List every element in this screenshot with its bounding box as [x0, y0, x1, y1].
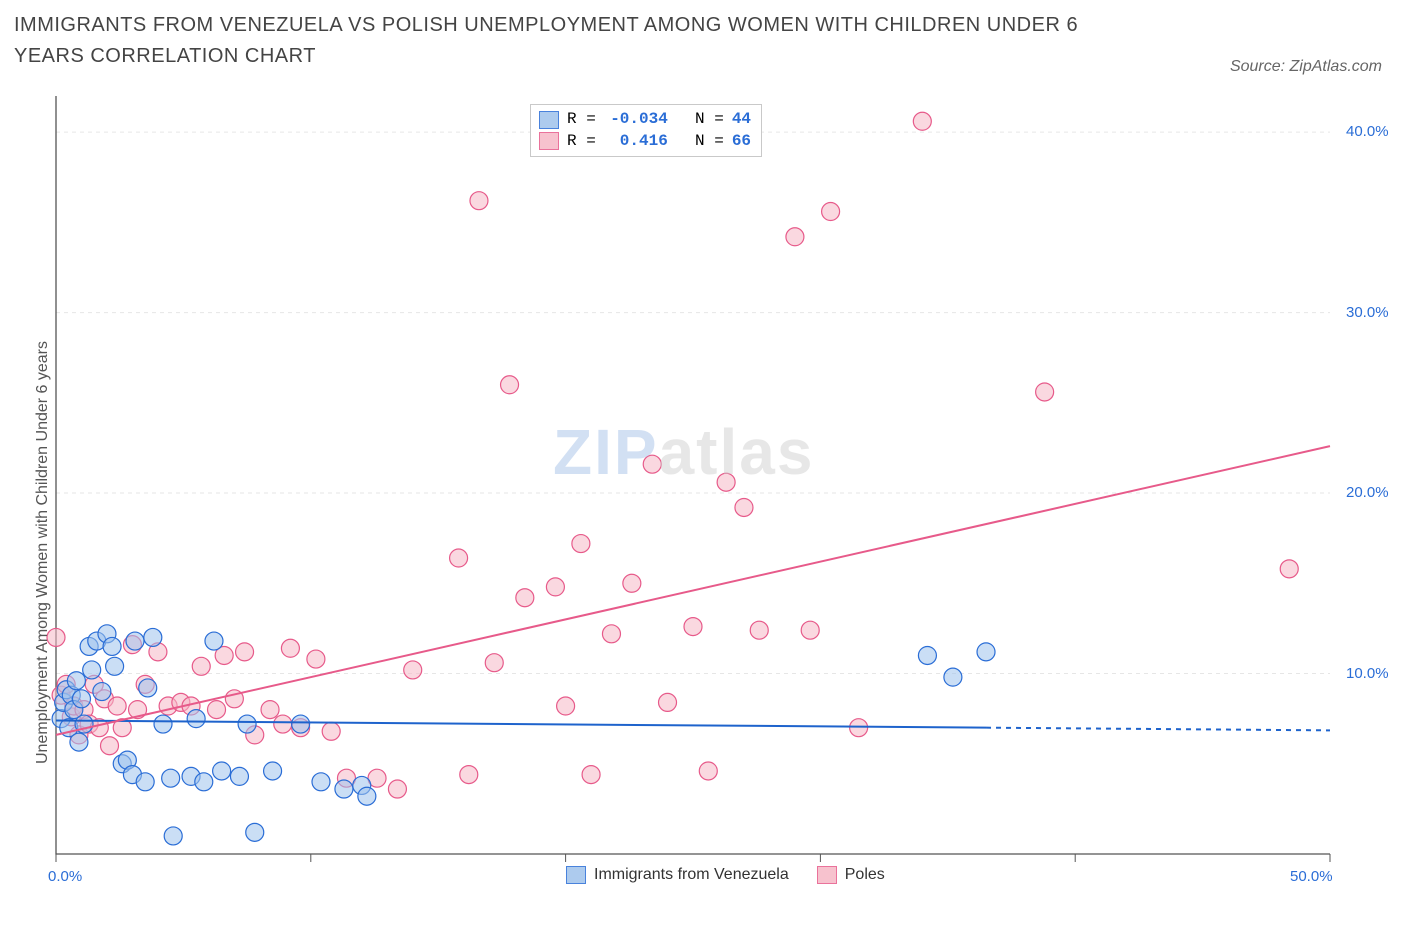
data-point: [358, 787, 376, 805]
data-point: [192, 657, 210, 675]
legend-item: Poles: [817, 866, 885, 884]
y-axis-label: Unemployment Among Women with Children U…: [34, 341, 52, 764]
data-point: [230, 767, 248, 785]
stats-row: R = -0.034 N = 44: [539, 109, 751, 131]
data-point: [281, 639, 299, 657]
data-point: [144, 628, 162, 646]
data-point: [205, 632, 223, 650]
stat-r-label: R =: [567, 109, 596, 131]
stat-r-value: 0.416: [604, 131, 668, 153]
data-point: [292, 715, 310, 733]
data-point: [1280, 560, 1298, 578]
stat-r-label: R =: [567, 131, 596, 153]
data-point: [274, 715, 292, 733]
data-point: [977, 643, 995, 661]
data-point: [164, 827, 182, 845]
trend-line: [56, 446, 1330, 735]
legend-label: Immigrants from Venezuela: [594, 866, 789, 884]
data-point: [582, 766, 600, 784]
data-point: [602, 625, 620, 643]
data-point: [236, 643, 254, 661]
data-point: [572, 535, 590, 553]
data-point: [822, 203, 840, 221]
data-point: [136, 773, 154, 791]
data-point: [450, 549, 468, 567]
data-point: [101, 737, 119, 755]
data-point: [460, 766, 478, 784]
data-point: [516, 589, 534, 607]
data-point: [187, 710, 205, 728]
data-point: [208, 701, 226, 719]
data-point: [108, 697, 126, 715]
data-point: [388, 780, 406, 798]
data-point: [195, 773, 213, 791]
data-point: [735, 498, 753, 516]
data-point: [643, 455, 661, 473]
stat-n-label: N =: [676, 131, 724, 153]
data-point: [684, 618, 702, 636]
data-point: [83, 661, 101, 679]
stat-n-value: 66: [732, 131, 751, 153]
data-point: [139, 679, 157, 697]
x-tick-label: 0.0%: [48, 868, 82, 885]
data-point: [312, 773, 330, 791]
stat-n-label: N =: [676, 109, 724, 131]
chart-title: IMMIGRANTS FROM VENEZUELA VS POLISH UNEM…: [14, 10, 1114, 72]
source-label: Source: ZipAtlas.com: [1230, 58, 1382, 76]
data-point: [470, 192, 488, 210]
data-point: [103, 637, 121, 655]
legend-item: Immigrants from Venezuela: [566, 866, 789, 884]
data-point: [699, 762, 717, 780]
data-point: [322, 722, 340, 740]
data-point: [1036, 383, 1054, 401]
data-point: [72, 690, 90, 708]
data-point: [546, 578, 564, 596]
x-tick-label: 50.0%: [1290, 868, 1333, 885]
data-point: [126, 632, 144, 650]
stats-box: R = -0.034 N = 44 R = 0.416 N = 66: [530, 104, 762, 157]
data-point: [335, 780, 353, 798]
data-point: [944, 668, 962, 686]
data-point: [750, 621, 768, 639]
y-tick-label: 10.0%: [1346, 665, 1389, 682]
legend-label: Poles: [845, 866, 885, 884]
data-point: [717, 473, 735, 491]
data-point: [913, 112, 931, 130]
data-point: [404, 661, 422, 679]
data-point: [557, 697, 575, 715]
data-point: [786, 228, 804, 246]
data-point: [801, 621, 819, 639]
data-point: [162, 769, 180, 787]
bottom-legend: Immigrants from Venezuela Poles: [566, 866, 885, 884]
trend-line-ext: [986, 728, 1330, 731]
data-point: [246, 823, 264, 841]
data-point: [93, 683, 111, 701]
data-point: [70, 733, 88, 751]
data-point: [261, 701, 279, 719]
stat-n-value: 44: [732, 109, 751, 131]
scatter-plot: ZIPatlas10.0%20.0%30.0%40.0%0.0%50.0%Une…: [56, 96, 1330, 854]
y-tick-label: 30.0%: [1346, 304, 1389, 321]
data-point: [307, 650, 325, 668]
legend-swatch: [817, 866, 837, 884]
legend-swatch: [539, 132, 559, 150]
data-point: [154, 715, 172, 733]
legend-swatch: [566, 866, 586, 884]
data-point: [918, 646, 936, 664]
y-tick-label: 20.0%: [1346, 484, 1389, 501]
data-point: [659, 693, 677, 711]
data-point: [238, 715, 256, 733]
legend-swatch: [539, 111, 559, 129]
data-point: [67, 672, 85, 690]
data-point: [501, 376, 519, 394]
stats-row: R = 0.416 N = 66: [539, 131, 751, 153]
data-point: [485, 654, 503, 672]
data-point: [264, 762, 282, 780]
stat-r-value: -0.034: [604, 109, 668, 131]
data-point: [106, 657, 124, 675]
data-point: [623, 574, 641, 592]
data-point: [213, 762, 231, 780]
y-tick-label: 40.0%: [1346, 123, 1389, 140]
